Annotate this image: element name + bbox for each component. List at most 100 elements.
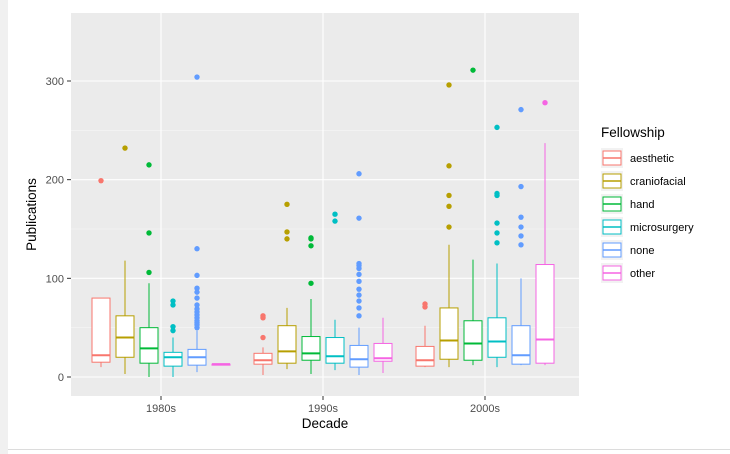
box-hand-1980s xyxy=(139,162,159,377)
y-tick-label: 300 xyxy=(46,76,64,88)
y-tick-label: 0 xyxy=(58,372,64,384)
outlier-point xyxy=(494,230,500,236)
y-tick-label: 100 xyxy=(46,273,64,285)
outlier-point xyxy=(356,171,362,177)
outlier-point xyxy=(308,235,314,241)
legend-title: Fellowship xyxy=(601,125,665,140)
outlier-point xyxy=(194,289,200,295)
outlier-point xyxy=(194,285,200,291)
outlier-point xyxy=(308,280,314,286)
major-gridlines xyxy=(71,13,579,396)
outlier-point xyxy=(356,313,362,319)
legend-label: craniofacial xyxy=(630,176,686,188)
box-body xyxy=(487,317,507,358)
box-none-1990s xyxy=(349,171,369,376)
series-none xyxy=(187,74,531,376)
series-craniofacial xyxy=(115,82,459,375)
y-axis: 0 100 200 300 xyxy=(46,76,71,384)
outlier-point xyxy=(518,183,524,190)
outlier-point xyxy=(446,163,452,169)
legend-item-hand: hand xyxy=(601,194,654,214)
outlier-point xyxy=(422,301,428,307)
outlier-point xyxy=(518,224,524,230)
box-none-2000s xyxy=(511,106,531,366)
box-body xyxy=(91,297,111,363)
legend: Fellowship aesthetic craniofacial hand micr… xyxy=(601,125,694,283)
legend-item-none: none xyxy=(601,240,654,260)
outlier-point xyxy=(494,220,500,226)
outlier-point xyxy=(284,236,290,242)
outlier-point xyxy=(122,145,128,151)
box-microsurgery-1980s xyxy=(163,298,183,377)
outlier-point xyxy=(518,214,524,220)
box-other-2000s xyxy=(535,100,555,366)
outlier-point xyxy=(356,271,362,278)
box-aesthetic-2000s xyxy=(415,301,435,368)
x-tick-label: 1980s xyxy=(146,403,176,415)
outlier-point xyxy=(284,229,290,235)
outlier-point xyxy=(356,286,362,292)
box-body xyxy=(163,351,183,367)
box-aesthetic-1990s xyxy=(253,313,273,376)
legend-label: none xyxy=(630,245,654,257)
outlier-point xyxy=(194,246,200,252)
outlier-point xyxy=(308,243,314,249)
box-body xyxy=(511,325,531,365)
outlier-point xyxy=(284,201,290,208)
outlier-point xyxy=(146,269,152,276)
box-body xyxy=(325,337,345,364)
outlier-point xyxy=(356,298,362,304)
legend-label: microsurgery xyxy=(630,222,694,234)
box-body xyxy=(277,325,297,364)
box-microsurgery-1990s xyxy=(325,211,345,371)
x-axis-title: Decade xyxy=(302,416,349,431)
box-groups xyxy=(91,67,555,377)
legend-item-craniofacial: craniofacial xyxy=(601,171,686,191)
box-aesthetic-1980s xyxy=(91,177,111,368)
legend-item-aesthetic: aesthetic xyxy=(601,148,675,168)
outlier-point xyxy=(446,192,452,199)
y-tick-label: 200 xyxy=(46,175,64,187)
series-microsurgery xyxy=(163,124,507,377)
window-bottom-edge xyxy=(8,449,730,450)
x-tick-label: 2000s xyxy=(470,403,500,415)
box-body xyxy=(373,342,393,362)
outlier-point xyxy=(518,233,524,239)
box-hand-2000s xyxy=(463,67,483,366)
box-microsurgery-2000s xyxy=(487,124,507,368)
outlier-point xyxy=(260,313,266,319)
series-other xyxy=(211,100,555,374)
outlier-point xyxy=(194,306,200,312)
outlier-point xyxy=(446,82,452,88)
box-craniofacial-2000s xyxy=(439,82,459,368)
outlier-point xyxy=(494,190,500,197)
box-craniofacial-1980s xyxy=(115,145,135,375)
legend-item-microsurgery: microsurgery xyxy=(601,217,694,237)
x-tick-label: 1990s xyxy=(308,403,338,415)
outlier-point xyxy=(194,302,200,308)
box-body xyxy=(535,264,555,364)
box-body xyxy=(439,307,459,360)
box-body xyxy=(349,344,369,368)
outlier-point xyxy=(446,203,452,210)
outlier-point xyxy=(170,302,176,308)
outlier-point xyxy=(170,323,176,330)
y-axis-title: Publications xyxy=(24,178,39,251)
outlier-point xyxy=(98,177,104,184)
outlier-point xyxy=(260,334,266,341)
outlier-point xyxy=(356,305,362,311)
box-other-1980s xyxy=(211,363,231,366)
series-hand xyxy=(139,67,483,377)
box-body xyxy=(139,327,159,364)
x-axis: 1980s 1990s 2000s xyxy=(146,396,500,415)
outlier-point xyxy=(446,224,452,230)
outlier-point xyxy=(356,292,362,298)
outlier-point xyxy=(356,260,362,267)
box-body xyxy=(301,336,321,361)
legend-item-other: other xyxy=(601,263,655,283)
outlier-point xyxy=(470,67,476,73)
window-left-strip xyxy=(0,0,8,454)
outlier-point xyxy=(494,240,500,246)
legend-label: other xyxy=(630,268,655,280)
